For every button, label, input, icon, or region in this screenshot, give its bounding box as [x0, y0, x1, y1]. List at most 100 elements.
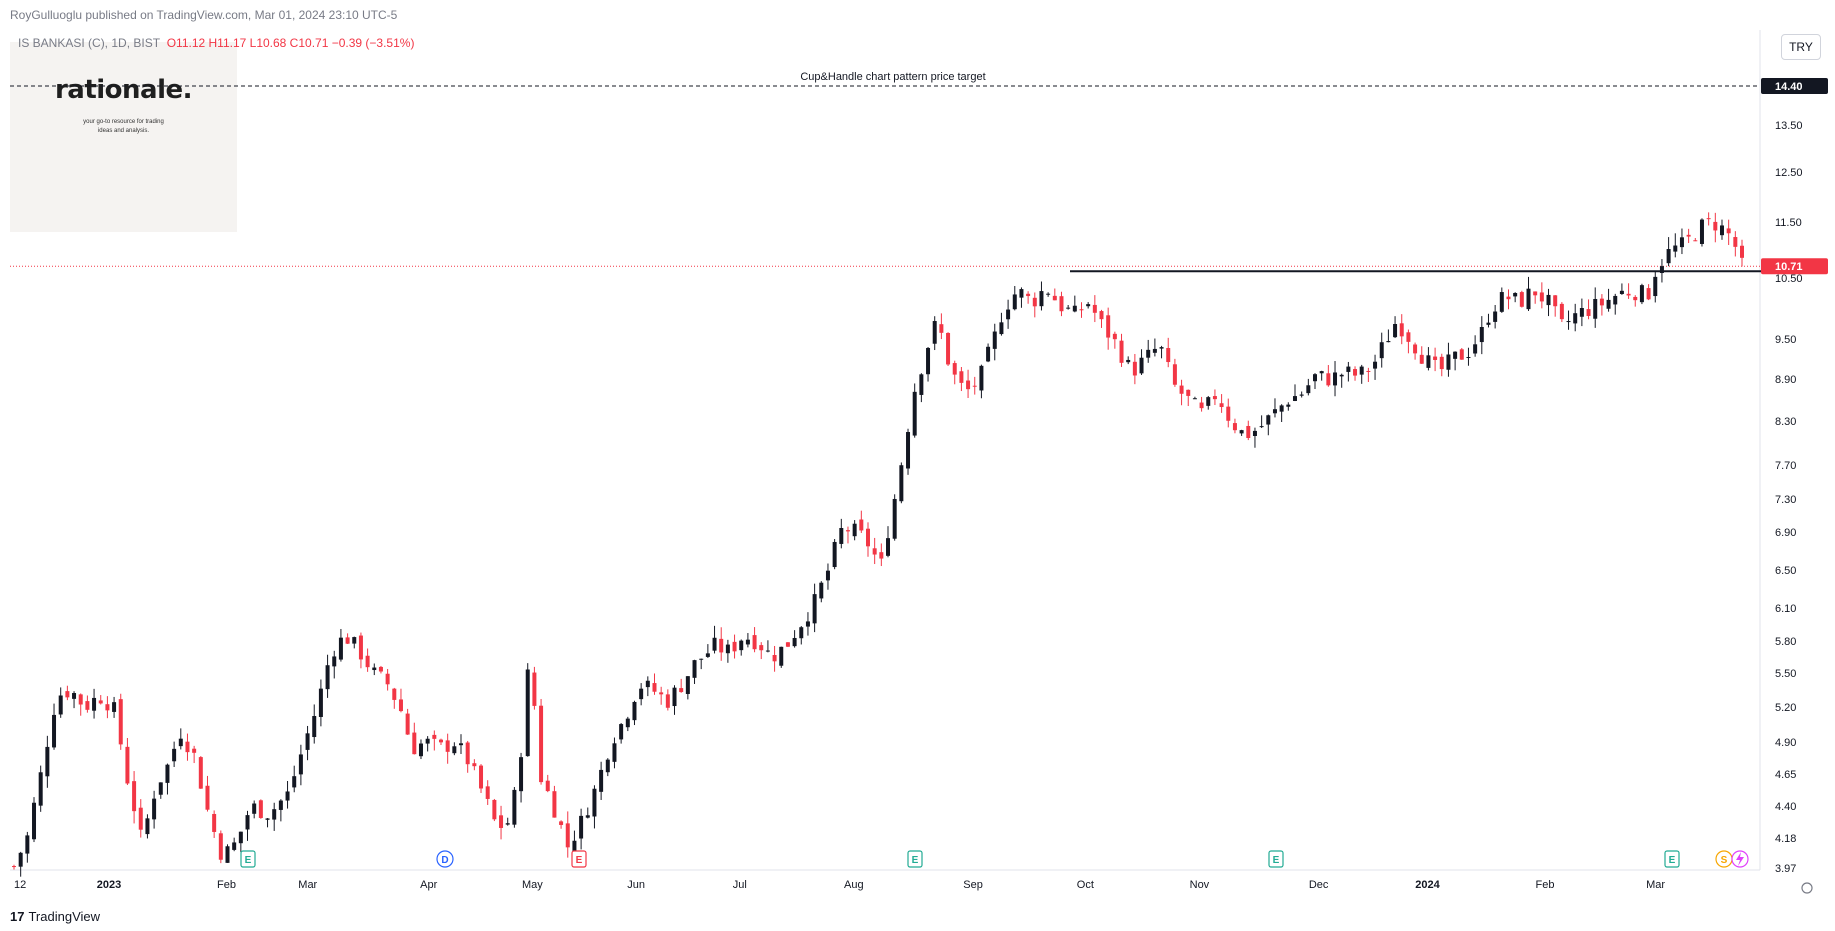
candle-body [32, 802, 37, 840]
candle-body [459, 743, 464, 746]
candle-body [1026, 293, 1031, 297]
candle-body [792, 637, 797, 647]
candle-body [712, 637, 717, 651]
candle-body [1379, 342, 1384, 359]
time-tick-label: May [522, 879, 543, 891]
candle-body [412, 732, 417, 755]
candle-body [572, 840, 577, 852]
candle-body [519, 757, 524, 792]
candle-body [899, 465, 904, 502]
candle-body [1079, 309, 1084, 311]
candle-body [979, 365, 984, 391]
candle-body [205, 785, 210, 810]
candle-body [912, 391, 917, 436]
candle-body [245, 815, 250, 830]
candle-body [452, 746, 457, 754]
event-marker-label: E [1669, 855, 1676, 866]
candle-body [946, 332, 951, 365]
event-marker-earnings [1268, 850, 1284, 868]
candle-body [358, 635, 363, 660]
candle-body [1466, 357, 1471, 359]
candle-body [1686, 234, 1691, 237]
candle-body [966, 380, 971, 390]
candle-body [258, 800, 263, 818]
event-marker-d [436, 850, 454, 868]
candle-body [512, 789, 517, 825]
candle-body [799, 627, 804, 639]
candle-body [272, 809, 277, 820]
candle-body [665, 694, 670, 708]
event-marker-earnings [1664, 850, 1680, 868]
time-tick-label: Feb [217, 879, 236, 891]
candle-body [332, 656, 337, 667]
candle-body [705, 653, 710, 657]
time-tick-label: Nov [1190, 879, 1210, 891]
candle-body [599, 769, 604, 792]
candle-body [252, 803, 257, 814]
candle-body [1719, 225, 1724, 236]
candle-body [619, 724, 624, 740]
symbol-name[interactable]: IS BANKASI (C), 1D, BIST [18, 36, 161, 50]
candle-body [819, 582, 824, 599]
candle-body [1192, 398, 1197, 400]
time-tick-label: Mar [1646, 879, 1665, 891]
watermark-title: rationale. [54, 75, 193, 105]
time-tick-label: Mar [298, 879, 317, 891]
price-tick-label: 13.50 [1775, 120, 1803, 132]
candle-body [1092, 304, 1097, 313]
price-tick-label: 4.40 [1775, 801, 1796, 813]
candle-body [1286, 404, 1291, 407]
candle-body [232, 842, 237, 850]
candle-body [425, 738, 430, 744]
candle-body [939, 324, 944, 333]
tradingview-logo[interactable]: 17 TradingView [10, 909, 100, 924]
candle-body [832, 541, 837, 568]
candle-body [1239, 430, 1244, 434]
candle-body [805, 621, 810, 627]
price-tick-label: 6.50 [1775, 565, 1796, 577]
candle-body [1426, 355, 1431, 368]
candle-body [1366, 370, 1371, 372]
candle-body [1086, 304, 1091, 307]
candle-body [1453, 351, 1458, 359]
event-marker-label: E [912, 855, 919, 866]
candle-body [278, 800, 283, 810]
event-marker-label: E [576, 855, 583, 866]
candle-body [532, 672, 537, 706]
candle-body [625, 718, 630, 728]
currency-button[interactable]: TRY [1781, 34, 1821, 60]
candle-body [385, 673, 390, 685]
event-marker-earnings [571, 850, 587, 868]
candle-body [1299, 394, 1304, 396]
ohlc-values: O11.12 H11.17 L10.68 C10.71 −0.39 (−3.51… [166, 36, 415, 50]
candle-body [1679, 237, 1684, 248]
candle-body [1566, 321, 1571, 323]
candle-body [1319, 371, 1324, 374]
candle-body [1726, 228, 1731, 234]
candle-body [238, 831, 243, 844]
candle-body [1673, 245, 1678, 252]
candle-body [1633, 296, 1638, 301]
candle-body [138, 807, 143, 830]
candle-body [1740, 245, 1744, 258]
candle-body [465, 742, 470, 765]
candle-body [132, 781, 137, 812]
candle-body [1106, 315, 1111, 338]
candle-body [999, 322, 1004, 335]
candle-body [1433, 356, 1438, 360]
candle-body [1393, 323, 1398, 338]
candle-body [926, 347, 931, 375]
candle-body [372, 667, 377, 671]
candle-body [1012, 294, 1017, 310]
last-price-badge [1761, 258, 1828, 275]
candle-body [645, 680, 650, 688]
target-price-badge [1761, 78, 1828, 94]
candle-body [92, 697, 97, 711]
candle-body [1346, 366, 1351, 372]
candle-body [1546, 294, 1551, 306]
candle-body [1313, 374, 1318, 382]
price-tick-label: 7.30 [1775, 494, 1796, 506]
candle-body [1499, 292, 1504, 312]
candle-body [85, 701, 90, 710]
